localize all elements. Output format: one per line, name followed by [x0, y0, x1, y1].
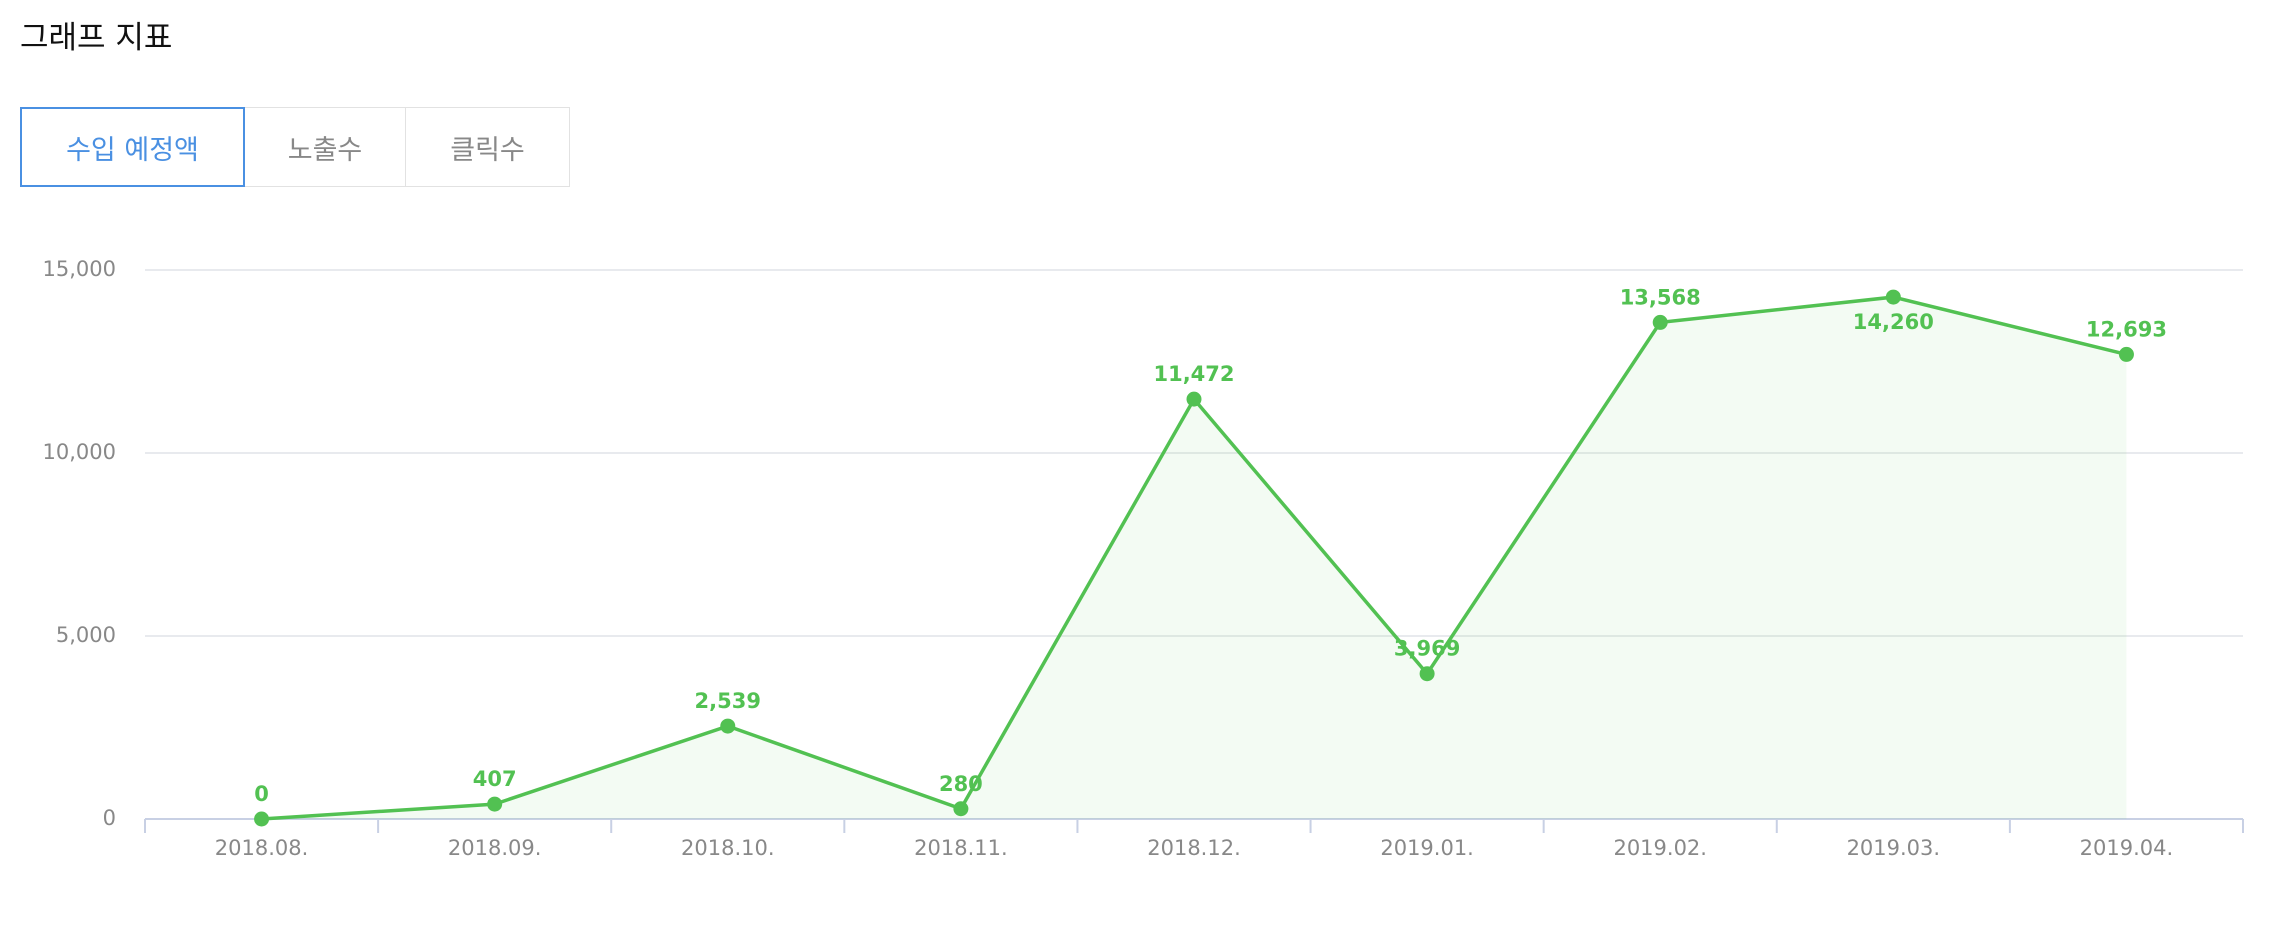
- page-title: 그래프 지표: [20, 20, 173, 56]
- data-point: [1652, 314, 1668, 330]
- data-point: [1885, 289, 1901, 305]
- x-tick-label: 2018.09.: [448, 836, 542, 860]
- data-label: 11,472: [1153, 362, 1234, 386]
- x-tick-label: 2019.02.: [1613, 836, 1707, 860]
- data-point: [254, 811, 270, 827]
- x-tick-label: 2019.03.: [1847, 836, 1941, 860]
- data-point: [1419, 666, 1435, 682]
- tab[interactable]: 클릭수: [406, 107, 570, 187]
- data-label: 13,568: [1620, 285, 1701, 309]
- x-tick-label: 2018.08.: [215, 836, 309, 860]
- tab[interactable]: 수입 예정액: [20, 107, 245, 187]
- data-label: 0: [254, 782, 269, 806]
- data-label: 3,969: [1394, 637, 1460, 661]
- x-tick-label: 2018.10.: [681, 836, 775, 860]
- y-tick-label: 5,000: [56, 623, 116, 647]
- x-tick-label: 2018.12.: [1147, 836, 1241, 860]
- tab[interactable]: 노출수: [245, 107, 406, 187]
- y-tick-label: 15,000: [43, 257, 116, 281]
- data-label: 14,260: [1853, 310, 1934, 334]
- x-tick-label: 2019.04.: [2080, 836, 2174, 860]
- data-label: 407: [473, 767, 517, 791]
- data-point: [1186, 391, 1202, 407]
- y-tick-label: 0: [103, 806, 116, 830]
- area: [261, 297, 2127, 820]
- data-label: 2,539: [695, 689, 761, 713]
- data-point: [720, 718, 736, 734]
- tab-bar: 수입 예정액 노출수 클릭수: [20, 107, 570, 187]
- data-point: [2118, 346, 2134, 362]
- data-point: [487, 796, 503, 812]
- data-label: 280: [939, 772, 983, 796]
- data-point: [953, 801, 969, 817]
- x-tick-label: 2019.01.: [1380, 836, 1474, 860]
- data-label: 12,693: [2086, 317, 2167, 341]
- x-tick-label: 2018.11.: [914, 836, 1008, 860]
- y-tick-label: 10,000: [43, 440, 116, 464]
